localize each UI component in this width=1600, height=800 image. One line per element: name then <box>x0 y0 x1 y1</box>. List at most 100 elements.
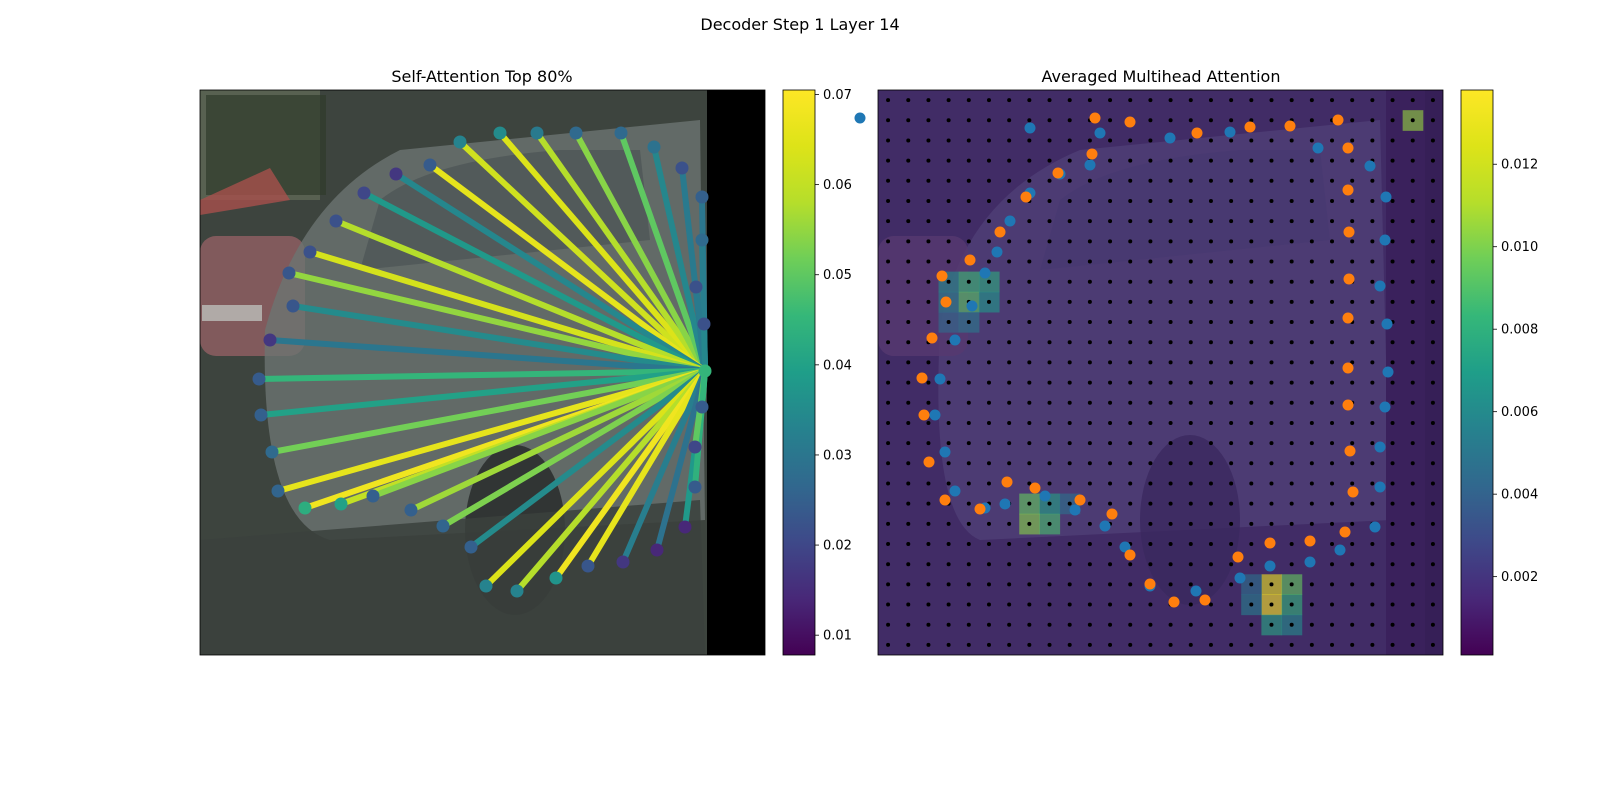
attention-line <box>483 368 708 589</box>
grid-dot <box>1047 98 1052 103</box>
grid-dot <box>1087 602 1092 607</box>
grid-dot <box>986 642 991 647</box>
grid-dot <box>1108 441 1113 446</box>
grid-dot <box>1269 198 1274 203</box>
grid-dot <box>1229 158 1234 163</box>
grid-dot <box>1087 239 1092 244</box>
grid-dot <box>926 360 931 365</box>
grid-dot <box>1007 178 1012 183</box>
grid-dot <box>1148 259 1153 264</box>
grid-dot <box>1027 602 1032 607</box>
grid-dot <box>1309 259 1314 264</box>
attention-line <box>534 131 708 373</box>
grid-dot <box>966 219 971 224</box>
grid-dot <box>1027 400 1032 405</box>
grid-dot <box>1309 622 1314 627</box>
grid-dot <box>1430 198 1435 203</box>
grid-dot <box>1269 642 1274 647</box>
grid-dot <box>1067 602 1072 607</box>
grid-dot <box>1289 239 1294 244</box>
grid-dot <box>1330 602 1335 607</box>
grid-dot <box>1309 400 1314 405</box>
orange-point <box>1342 362 1354 374</box>
grid-dot <box>1350 380 1355 385</box>
grid-dot <box>1309 178 1314 183</box>
grid-dot <box>1148 461 1153 466</box>
grid-dot <box>1168 259 1173 264</box>
grid-dot <box>1350 118 1355 123</box>
grid-dot <box>1208 622 1213 627</box>
contour-point <box>569 126 583 140</box>
left-panel-title: Self-Attention Top 80% <box>391 67 572 86</box>
grid-dot <box>1208 441 1213 446</box>
blue-point <box>854 112 866 124</box>
grid-dot <box>1168 380 1173 385</box>
grid-dot <box>1330 441 1335 446</box>
grid-dot <box>926 562 931 567</box>
grid-dot <box>1208 340 1213 345</box>
contour-point <box>549 571 563 585</box>
grid-dot <box>1067 582 1072 587</box>
grid-dot <box>1047 299 1052 304</box>
grid-dot <box>1148 420 1153 425</box>
grid-dot <box>946 360 951 365</box>
blue-point <box>1374 280 1386 292</box>
grid-dot <box>1249 239 1254 244</box>
grid-dot <box>1430 138 1435 143</box>
grid-dot <box>1007 118 1012 123</box>
grid-dot <box>1208 461 1213 466</box>
grid-dot <box>1208 98 1213 103</box>
grid-dot <box>1350 602 1355 607</box>
orange-point <box>939 494 951 506</box>
grid-dot <box>1007 622 1012 627</box>
grid-dot <box>1430 118 1435 123</box>
blue-point <box>1374 481 1386 493</box>
contour-point <box>271 484 285 498</box>
grid-dot <box>1390 562 1395 567</box>
grid-dot <box>1208 400 1213 405</box>
grid-dot <box>1430 299 1435 304</box>
blue-point <box>1004 215 1016 227</box>
grid-dot <box>1007 400 1012 405</box>
grid-dot <box>1229 279 1234 284</box>
grid-dot <box>1188 380 1193 385</box>
grid-dot <box>886 461 891 466</box>
grid-dot <box>1410 602 1415 607</box>
grid-dot <box>1350 360 1355 365</box>
grid-dot <box>926 219 931 224</box>
contour-point <box>329 214 343 228</box>
grid-dot <box>1087 299 1092 304</box>
grid-dot <box>1430 400 1435 405</box>
grid-dot <box>926 400 931 405</box>
contour-point <box>366 489 380 503</box>
grid-dot <box>1007 582 1012 587</box>
grid-dot <box>1410 138 1415 143</box>
grid-dot <box>1430 219 1435 224</box>
grid-dot <box>1208 299 1213 304</box>
grid-dot <box>1208 562 1213 567</box>
grid-dot <box>1350 481 1355 486</box>
grid-dot <box>1087 360 1092 365</box>
grid-dot <box>886 239 891 244</box>
grid-dot <box>1269 521 1274 526</box>
grid-dot <box>1067 259 1072 264</box>
grid-dot <box>1269 178 1274 183</box>
grid-dot <box>1350 219 1355 224</box>
grid-dot <box>1168 582 1173 587</box>
grid-dot <box>986 542 991 547</box>
grid-dot <box>1249 461 1254 466</box>
grid-dot <box>1229 118 1234 123</box>
grid-dot <box>1289 219 1294 224</box>
orange-point <box>926 332 938 344</box>
grid-dot <box>1390 461 1395 466</box>
grid-dot <box>886 98 891 103</box>
grid-dot <box>1047 642 1052 647</box>
grid-dot <box>1330 501 1335 506</box>
grid-dot <box>1108 138 1113 143</box>
blue-point <box>979 267 991 279</box>
grid-dot <box>1208 219 1213 224</box>
grid-dot <box>1289 542 1294 547</box>
grid-dot <box>1047 138 1052 143</box>
grid-dot <box>1067 219 1072 224</box>
grid-dot <box>1249 299 1254 304</box>
